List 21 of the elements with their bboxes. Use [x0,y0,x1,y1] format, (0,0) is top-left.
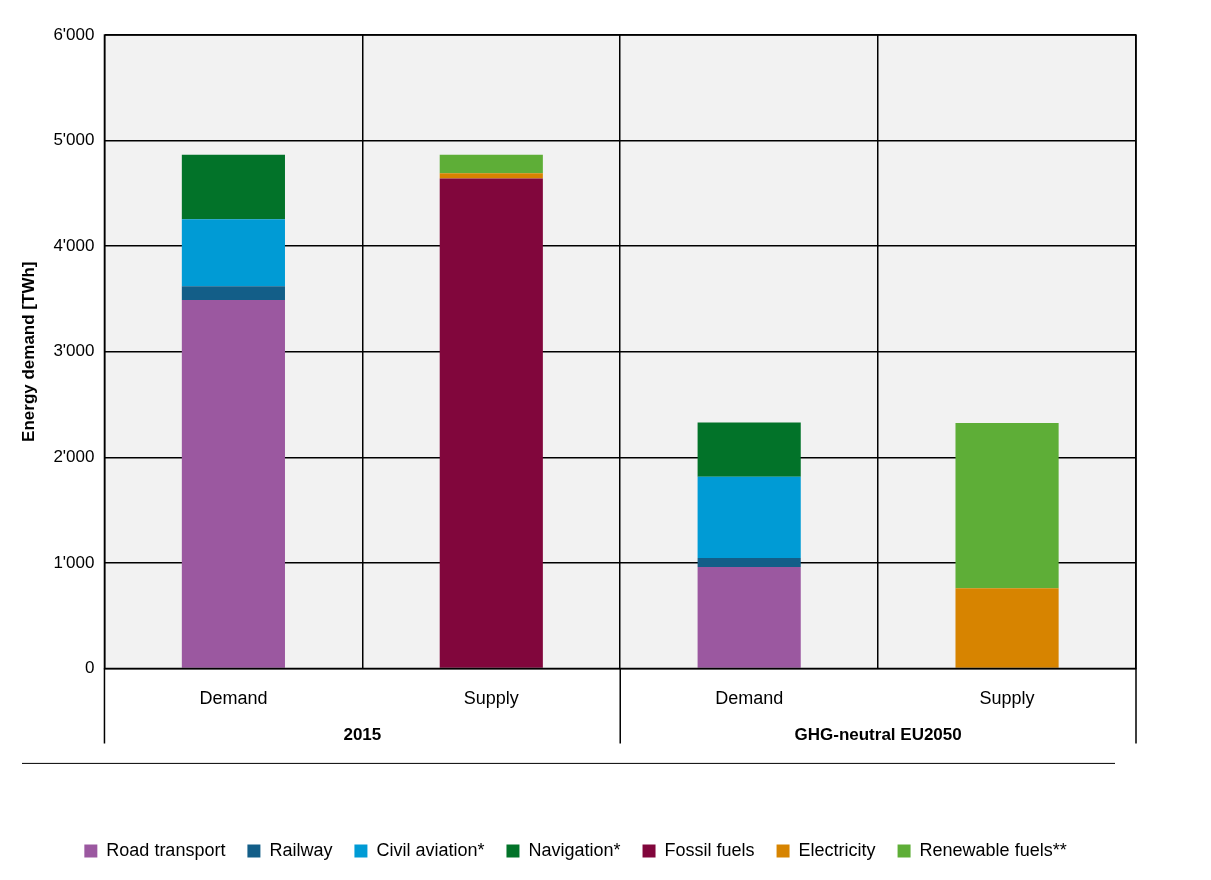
y-tick-label: 4'000 [53,235,95,255]
legend-label: Renewable fuels** [919,839,1067,860]
legend-label: Railway [269,839,333,860]
y-tick-label: 1'000 [53,552,95,572]
y-tick-label: 2'000 [53,446,95,466]
x-tick-label: Demand [199,688,268,709]
legend-label: Electricity [798,839,876,860]
text: GHG-neutral EU2050 [794,725,962,745]
legend-label: Fossil fuels [664,839,755,860]
y-tick-label: 6'000 [53,24,95,44]
y-tick-label: 5'000 [53,130,95,150]
legend-label: Civil aviation* [376,839,485,860]
legend-label: Navigation* [528,839,621,860]
x-tick-label: Demand [715,688,784,709]
y-tick-label: 3'000 [53,341,95,361]
legend-label: Road transport [106,839,226,860]
text: 2015 [343,725,382,745]
x-tick-label: Supply [463,688,519,709]
y-tick-label: 0 [85,658,95,678]
y-axis-title: Energy demand [TWh] [18,261,38,442]
x-tick-label: Supply [979,688,1035,709]
